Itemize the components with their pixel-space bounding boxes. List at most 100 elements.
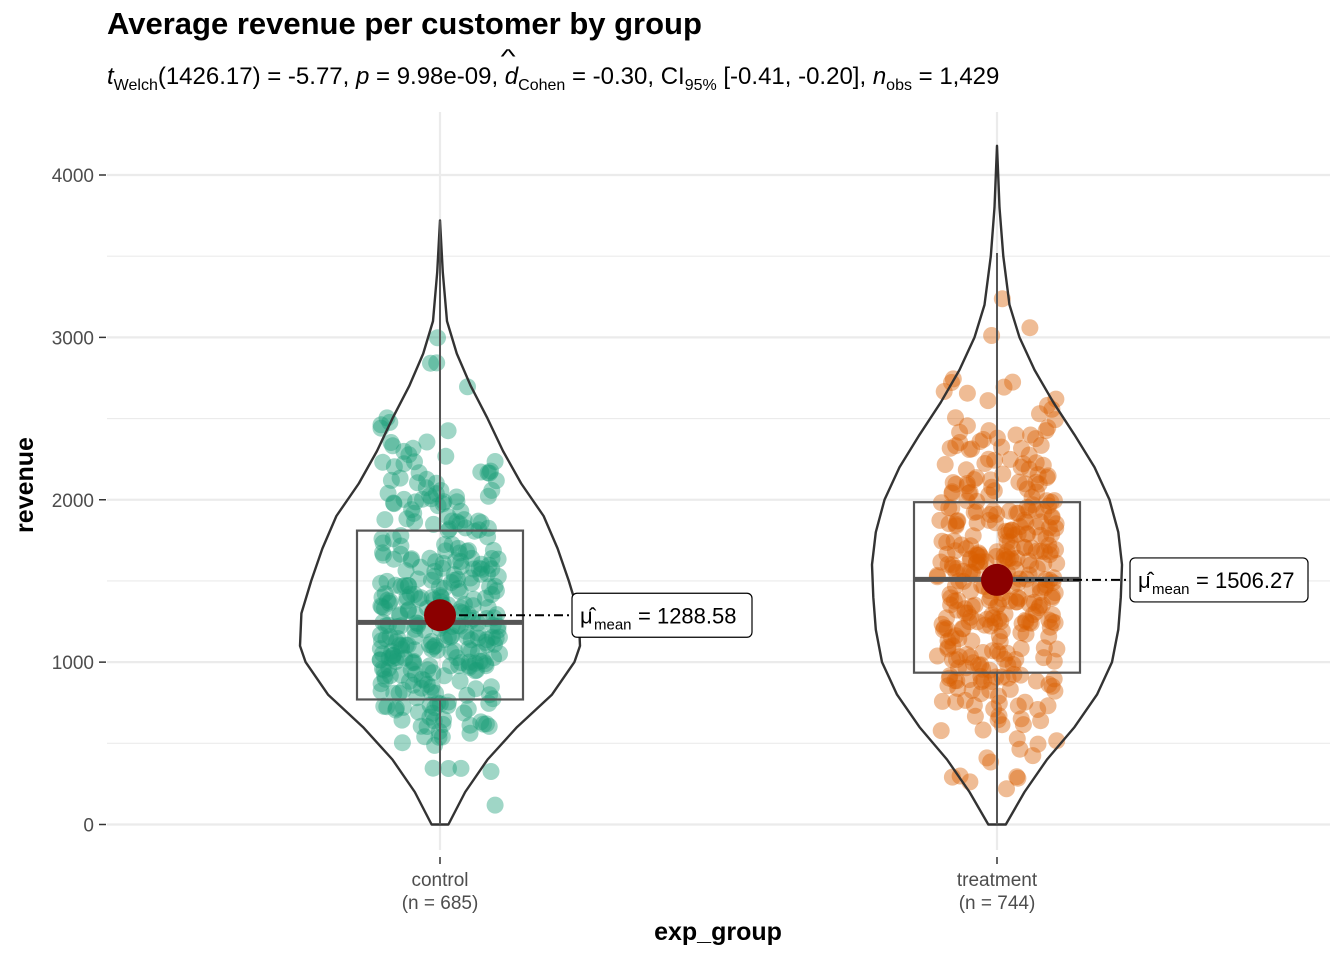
data-point <box>423 640 441 658</box>
data-point <box>943 629 960 646</box>
data-point <box>488 606 506 624</box>
data-point <box>372 626 389 644</box>
data-point <box>372 416 390 434</box>
data-point <box>1048 554 1066 572</box>
data-point <box>1034 596 1051 614</box>
data-point <box>987 598 1005 616</box>
data-point <box>1007 426 1025 444</box>
data-point <box>384 437 402 455</box>
data-point <box>940 499 958 517</box>
data-point <box>1027 430 1045 448</box>
data-point <box>393 637 411 655</box>
data-point <box>422 354 439 372</box>
data-point <box>487 472 505 490</box>
t-symbol: t <box>107 63 114 90</box>
data-point <box>407 606 425 624</box>
data-point <box>439 697 457 715</box>
data-point <box>385 550 403 568</box>
ci-subscript: 95% <box>684 77 717 94</box>
data-point <box>470 559 488 577</box>
data-point <box>425 712 443 730</box>
data-point <box>948 512 966 530</box>
data-point <box>402 551 420 569</box>
data-point <box>384 647 402 664</box>
data-point <box>939 677 957 695</box>
data-point <box>490 628 508 646</box>
data-point <box>478 631 496 649</box>
data-point <box>1043 677 1061 695</box>
data-point <box>460 640 478 658</box>
data-point <box>938 545 956 563</box>
data-point <box>961 483 979 501</box>
data-point <box>424 704 442 722</box>
data-point <box>450 544 468 562</box>
data-point <box>371 651 389 669</box>
n-symbol: n <box>872 63 887 90</box>
data-point <box>1003 521 1021 539</box>
data-point <box>1024 606 1042 624</box>
data-point <box>954 620 972 638</box>
data-point <box>990 707 1008 725</box>
data-point <box>448 649 466 667</box>
data-point <box>1023 580 1041 598</box>
violin-control <box>298 219 582 826</box>
data-point <box>424 664 442 682</box>
data-point <box>404 439 422 457</box>
data-point <box>482 678 500 696</box>
data-point <box>376 585 394 603</box>
data-point <box>939 638 957 656</box>
data-point <box>383 650 401 668</box>
data-point <box>1047 541 1064 559</box>
data-point <box>372 574 390 592</box>
data-point <box>412 717 430 735</box>
data-point <box>409 474 426 492</box>
data-point <box>954 619 971 637</box>
data-point <box>400 446 418 464</box>
data-point <box>933 615 951 633</box>
data-point <box>990 687 1007 705</box>
data-point <box>472 555 490 573</box>
data-point <box>939 555 957 573</box>
data-point <box>1030 599 1048 617</box>
data-point <box>373 598 391 616</box>
y-axis: 0 1000 2000 3000 4000 <box>52 166 106 837</box>
data-point <box>1008 768 1026 786</box>
data-point <box>1007 560 1025 578</box>
data-point <box>422 633 440 650</box>
data-point <box>452 654 470 672</box>
data-point <box>439 422 457 440</box>
data-point <box>381 667 399 685</box>
data-point <box>1008 593 1026 611</box>
data-point <box>460 542 477 560</box>
data-point <box>1043 587 1061 605</box>
d-subscript: Cohen <box>518 77 566 94</box>
data-point <box>483 628 501 646</box>
data-point <box>455 704 473 722</box>
data-point <box>435 667 453 685</box>
data-point <box>435 579 453 597</box>
data-point <box>955 562 973 580</box>
data-point <box>382 471 400 489</box>
data-point <box>457 622 475 640</box>
data-point <box>373 530 391 548</box>
data-point <box>387 701 405 719</box>
data-point <box>936 456 954 473</box>
data-point <box>1021 613 1039 631</box>
data-point <box>1035 649 1053 667</box>
data-point <box>371 640 389 658</box>
data-point <box>391 606 409 624</box>
data-point <box>949 679 967 697</box>
data-point <box>1020 595 1038 613</box>
data-point <box>486 635 503 653</box>
data-point <box>948 601 966 619</box>
data-point <box>382 434 400 451</box>
data-point <box>940 669 958 687</box>
data-point <box>976 616 994 634</box>
data-point <box>1040 627 1058 645</box>
data-point <box>961 563 979 581</box>
mean-label-box <box>1129 557 1309 603</box>
data-point <box>427 553 445 571</box>
data-point <box>479 519 497 537</box>
data-point <box>436 536 454 553</box>
grid-layer <box>107 112 1330 850</box>
